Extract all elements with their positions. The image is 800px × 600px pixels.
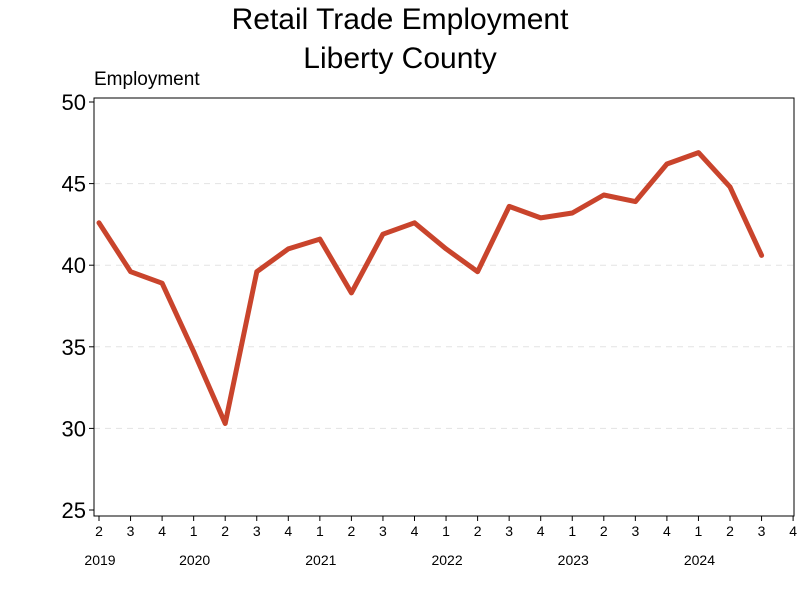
x-tick-label: 1	[316, 523, 324, 539]
data-point	[443, 246, 449, 252]
data-point	[570, 210, 575, 216]
x-tick-label: 2	[95, 523, 103, 539]
data-point	[727, 184, 733, 190]
data-point	[159, 280, 165, 286]
x-tick-label: 2	[221, 523, 229, 539]
data-point	[191, 349, 196, 354]
data-point	[128, 269, 133, 274]
data-point	[601, 192, 606, 198]
year-label: 2022	[431, 552, 462, 568]
data-point	[633, 199, 638, 204]
x-tick-label: 2	[600, 523, 608, 539]
year-label: 2023	[558, 552, 589, 568]
x-tick-label: 3	[631, 523, 639, 539]
x-tick-label: 4	[284, 523, 292, 539]
data-point	[664, 161, 670, 167]
y-axis-title: Employment	[94, 69, 200, 90]
y-tick-label: 35	[62, 335, 86, 360]
x-tick-label: 3	[505, 523, 513, 539]
y-tick-label: 40	[62, 253, 86, 278]
data-point	[412, 220, 417, 225]
data-point	[254, 269, 259, 274]
year-label: 2021	[305, 552, 336, 568]
x-tick-label: 2	[726, 523, 734, 539]
chart-subtitle: Liberty County	[303, 42, 496, 75]
plot-frame	[93, 97, 795, 517]
x-axis: 2 3 4 1 2 3 4 1 2 3 4 1 2 3 4 1 2 3 4 1 2 3 4 2019 2020 2021 2022 2…	[84, 516, 797, 568]
x-tick-label: 1	[442, 523, 450, 539]
x-tick-label: 3	[253, 523, 261, 539]
x-tick-label: 1	[190, 523, 198, 539]
data-point	[349, 290, 354, 296]
gridlines	[94, 183, 794, 429]
x-tick-label: 3	[127, 523, 135, 539]
x-tick-label: 1	[695, 523, 703, 539]
data-point	[223, 421, 228, 426]
data-point	[380, 231, 386, 237]
data-point	[317, 236, 323, 242]
year-label: 2019	[84, 552, 115, 568]
x-tick-label: 2	[474, 523, 482, 539]
x-tick-label: 1	[568, 523, 576, 539]
data-point	[475, 269, 480, 274]
y-tick-label: 30	[62, 416, 86, 441]
x-tick-label: 4	[411, 523, 419, 539]
x-tick-label: 4	[663, 523, 671, 539]
y-tick-label: 45	[62, 172, 86, 197]
x-tick-label: 4	[537, 523, 545, 539]
data-point	[506, 204, 512, 209]
x-tick-label: 3	[379, 523, 387, 539]
series-group	[96, 150, 765, 426]
data-point	[696, 150, 701, 155]
data-point	[96, 220, 102, 225]
y-tick-label: 50	[62, 90, 86, 115]
series-line	[96, 150, 765, 426]
y-axis: 25 30 35 40 45 50	[62, 90, 94, 523]
y-tick-label: 25	[62, 498, 86, 523]
chart-title: Retail Trade Employment	[232, 3, 569, 36]
data-point	[286, 246, 291, 252]
year-label: 2024	[684, 552, 715, 568]
x-tick-label: 2	[348, 523, 356, 539]
year-label: 2020	[179, 552, 210, 568]
x-tick-label: 4	[789, 523, 797, 539]
data-point	[759, 253, 764, 258]
data-point	[538, 215, 543, 221]
x-tick-label: 4	[158, 523, 166, 539]
x-tick-label: 3	[758, 523, 766, 539]
